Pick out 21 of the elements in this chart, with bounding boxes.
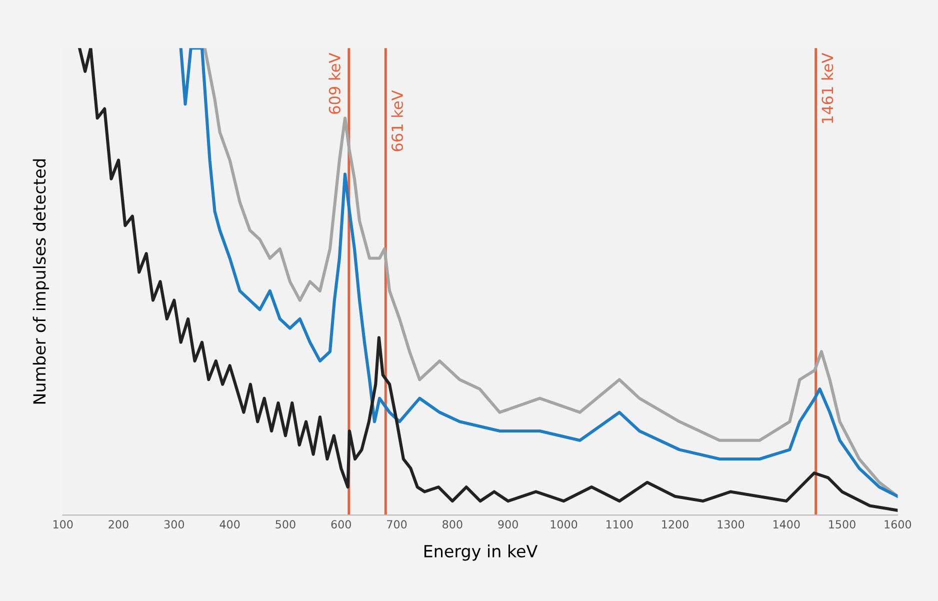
y-axis-title: Number of impulses detected xyxy=(32,159,49,404)
x-tick-label: 1000 xyxy=(550,520,578,529)
x-tick-label: 100 xyxy=(53,520,73,529)
x-tick-label: 200 xyxy=(108,520,128,529)
ref-line-label: 1461 keV xyxy=(821,52,834,123)
x-tick-label: 1100 xyxy=(606,520,633,529)
x-tick-label: 700 xyxy=(387,520,407,529)
x-tick-label: 800 xyxy=(442,520,462,529)
x-tick-label: 1300 xyxy=(718,520,744,529)
x-tick-label: 900 xyxy=(498,520,518,529)
x-tick-label: 400 xyxy=(220,520,240,529)
x-tick-label: 1400 xyxy=(773,520,800,529)
x-tick-label: 600 xyxy=(331,520,351,529)
x-tick-label: 1600 xyxy=(884,520,912,529)
x-tick-label: 500 xyxy=(276,520,296,529)
ref-line-label: 661 keV xyxy=(391,90,404,152)
ref-line-label: 609 keV xyxy=(328,52,340,114)
x-axis-title: Energy in keV xyxy=(424,544,538,561)
x-tick-label: 1500 xyxy=(829,520,856,529)
x-tick-label: 1200 xyxy=(662,520,688,529)
x-tick-label: 300 xyxy=(164,520,184,529)
